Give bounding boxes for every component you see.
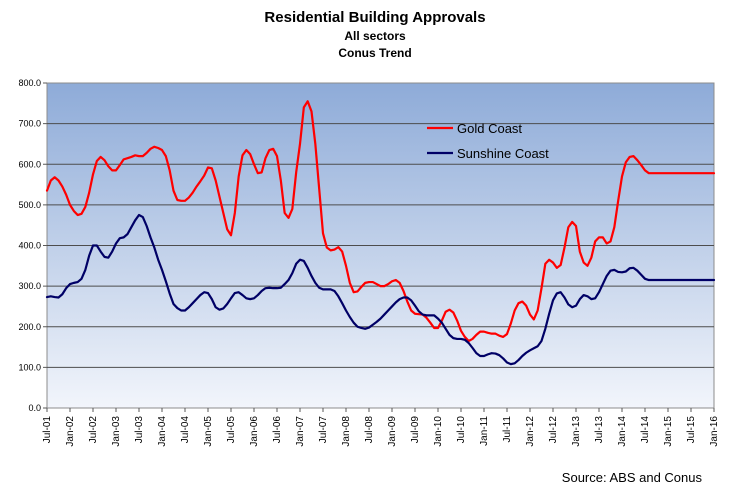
x-tick-label: Jan-15 xyxy=(663,416,674,447)
series-line-gold-coast xyxy=(45,100,716,343)
x-tick-label: Jan-09 xyxy=(387,416,398,447)
x-tick-label: Jul-01 xyxy=(42,416,53,444)
y-axis: 0.0 100.0 200.0 300.0 400.0 500.0 600.0 700.0 80… xyxy=(18,78,47,413)
y-tick-label: 200.0 xyxy=(18,322,41,332)
x-tick-label: Jan-07 xyxy=(295,416,306,447)
x-tick-label: Jul-02 xyxy=(88,416,99,444)
y-tick-label: 700.0 xyxy=(18,119,41,129)
x-tick-label: Jan-12 xyxy=(525,416,536,447)
x-tick-label: Jul-14 xyxy=(640,416,651,444)
legend-label: Sunshine Coast xyxy=(457,146,549,161)
gridlines xyxy=(47,123,714,368)
source-note: Source: ABS and Conus xyxy=(561,470,702,485)
x-tick-label: Jan-06 xyxy=(249,416,260,447)
x-tick-label: Jul-13 xyxy=(594,416,605,444)
chart-title-block: Residential Building Approvals All secto… xyxy=(0,8,750,62)
x-tick-label: Jul-06 xyxy=(272,416,283,444)
x-tick-label: Jul-09 xyxy=(410,416,421,444)
y-tick-label: 400.0 xyxy=(18,241,41,251)
x-tick-label: Jul-07 xyxy=(318,416,329,444)
legend: Gold Coast Sunshine Coast xyxy=(427,121,549,161)
x-tick-label: Jan-02 xyxy=(65,416,76,447)
y-tick-label: 500.0 xyxy=(18,200,41,210)
x-tick-label: Jul-10 xyxy=(456,416,467,444)
series-lines xyxy=(45,100,716,366)
x-tick-label: Jan-14 xyxy=(617,416,628,447)
x-tick-label: Jul-08 xyxy=(364,416,375,444)
y-tick-label: 100.0 xyxy=(18,362,41,372)
x-tick-label: Jan-16 xyxy=(709,416,720,447)
x-tick-label: Jan-10 xyxy=(433,416,444,447)
y-tick-label: 300.0 xyxy=(18,281,41,291)
x-tick-label: Jul-15 xyxy=(686,416,697,444)
x-tick-label: Jan-11 xyxy=(479,416,490,446)
x-tick-label: Jul-05 xyxy=(226,416,237,444)
legend-label: Gold Coast xyxy=(457,121,522,136)
y-tick-label: 600.0 xyxy=(18,159,41,169)
x-tick-label: Jan-04 xyxy=(157,416,168,447)
x-tick-label: Jul-11 xyxy=(502,416,513,443)
y-tick-label: 0.0 xyxy=(28,403,41,413)
x-tick-label: Jan-05 xyxy=(203,416,214,447)
x-tick-label: Jan-13 xyxy=(571,416,582,447)
series-line-sunshine-coast xyxy=(45,213,716,366)
chart-subtitle: All sectors xyxy=(344,29,406,43)
x-tick-label: Jan-03 xyxy=(111,416,122,447)
y-tick-label: 800.0 xyxy=(18,78,41,88)
x-tick-label: Jan-08 xyxy=(341,416,352,447)
x-tick-label: Jul-03 xyxy=(134,416,145,444)
chart-subtitle-2: Conus Trend xyxy=(338,46,412,60)
x-tick-label: Jul-12 xyxy=(548,416,559,444)
x-tick-label: Jul-04 xyxy=(180,416,191,444)
x-axis: Jul-01 Jan-02 Jul-02 Jan-03 Jul-03 Jan-04 Jul-… xyxy=(42,408,720,447)
chart-title: Residential Building Approvals xyxy=(264,9,486,26)
